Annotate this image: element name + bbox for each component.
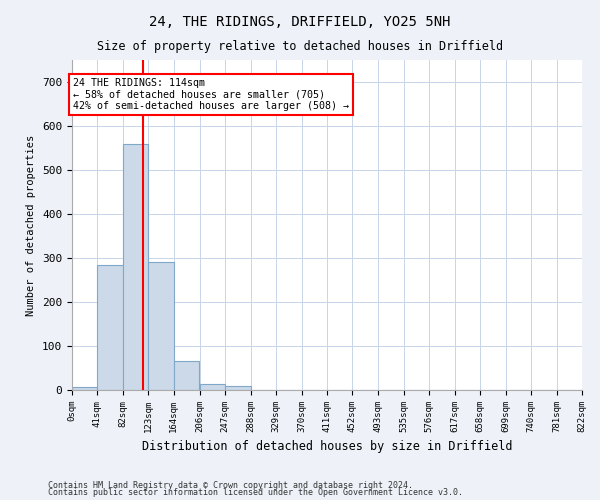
- Text: Contains public sector information licensed under the Open Government Licence v3: Contains public sector information licen…: [48, 488, 463, 497]
- Y-axis label: Number of detached properties: Number of detached properties: [26, 134, 37, 316]
- Text: Contains HM Land Registry data © Crown copyright and database right 2024.: Contains HM Land Registry data © Crown c…: [48, 480, 413, 490]
- Bar: [174, 360, 199, 390]
- Bar: [72, 387, 97, 390]
- Text: 24 THE RIDINGS: 114sqm
← 58% of detached houses are smaller (705)
42% of semi-de: 24 THE RIDINGS: 114sqm ← 58% of detached…: [73, 78, 349, 111]
- Bar: [225, 386, 251, 390]
- Bar: [200, 384, 225, 390]
- Bar: [148, 262, 174, 390]
- Text: Size of property relative to detached houses in Driffield: Size of property relative to detached ho…: [97, 40, 503, 53]
- X-axis label: Distribution of detached houses by size in Driffield: Distribution of detached houses by size …: [142, 440, 512, 454]
- Bar: [123, 144, 148, 390]
- Bar: [97, 266, 123, 390]
- Text: 24, THE RIDINGS, DRIFFIELD, YO25 5NH: 24, THE RIDINGS, DRIFFIELD, YO25 5NH: [149, 15, 451, 29]
